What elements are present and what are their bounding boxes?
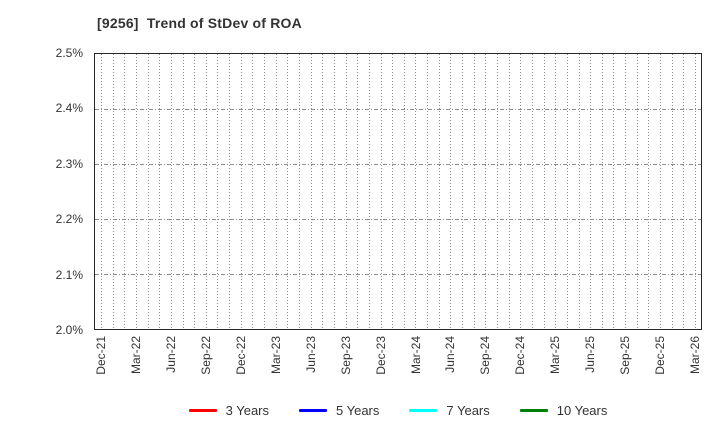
gridline-vertical: [287, 54, 289, 329]
gridline-vertical: [124, 54, 126, 329]
gridline-vertical: [555, 54, 557, 329]
gridline-horizontal: [95, 219, 701, 220]
y-tick-label: 2.0%: [55, 323, 83, 337]
gridline-vertical: [683, 54, 685, 329]
x-tick-label: Jun-22: [163, 336, 178, 373]
x-tick-label: Dec-24: [513, 336, 528, 375]
chart-title: [9256] Trend of StDev of ROA: [97, 15, 302, 31]
legend-item: 10 Years: [519, 402, 608, 418]
x-tick-label: Mar-26: [688, 336, 702, 375]
gridline-vertical: [275, 54, 277, 329]
legend-label: 7 Years: [446, 402, 490, 418]
gridline-vertical: [182, 54, 184, 329]
gridline-vertical: [264, 54, 266, 329]
gridline-vertical: [333, 54, 335, 329]
gridline-vertical: [520, 54, 522, 329]
gridline-vertical: [112, 54, 114, 329]
gridline-vertical: [240, 54, 242, 329]
gridline-vertical: [135, 54, 137, 329]
gridline-vertical: [438, 54, 440, 329]
y-axis-labels: 2.5% 2.4% 2.3% 2.2% 2.1% 2.0%: [0, 46, 88, 337]
gridline-vertical: [415, 54, 417, 329]
gridline-vertical: [403, 54, 405, 329]
gridline-vertical: [345, 54, 347, 329]
legend-item: 3 Years: [188, 402, 269, 418]
x-tick-label: Jun-25: [583, 336, 598, 373]
legend-line-swatch: [519, 408, 548, 412]
gridline-horizontal: [95, 109, 701, 110]
y-tick-label: 2.3%: [55, 156, 83, 171]
gridline-vertical: [613, 54, 615, 329]
y-tick-label: 2.1%: [55, 267, 83, 282]
y-tick-label: 2.2%: [55, 212, 83, 227]
gridline-vertical: [543, 54, 545, 329]
legend-item: 5 Years: [299, 403, 379, 418]
gridline-vertical: [462, 54, 464, 329]
x-tick-label: Sep-25: [618, 336, 633, 375]
gridline-vertical: [101, 54, 102, 329]
gridline-vertical: [368, 54, 370, 329]
x-tick-label: Sep-23: [338, 336, 353, 375]
legend-line-swatch: [299, 408, 327, 412]
legend-label: 5 Years: [336, 402, 380, 418]
legend-label: 3 Years: [225, 402, 269, 418]
gridline-vertical: [485, 54, 487, 329]
gridline-vertical: [147, 54, 149, 329]
gridline-vertical: [601, 54, 603, 329]
gridline-vertical: [217, 54, 219, 329]
gridline-vertical: [590, 54, 592, 329]
gridline-vertical: [205, 54, 207, 329]
gridline-vertical: [159, 54, 161, 329]
gridline-vertical: [648, 54, 650, 329]
gridline-vertical: [427, 54, 429, 329]
gridline-vertical: [450, 54, 452, 329]
legend: 3 Years 5 Years 7 Years 10 Years: [94, 399, 702, 421]
x-tick-label: Dec-25: [653, 336, 668, 375]
y-tick-label: 2.5%: [55, 46, 83, 60]
gridline-vertical: [636, 54, 638, 329]
gridline-vertical: [322, 54, 324, 329]
legend-line-swatch: [188, 408, 217, 412]
x-tick-label: Mar-22: [128, 336, 143, 375]
gridline-vertical: [625, 54, 627, 329]
legend-label: 10 Years: [556, 402, 608, 418]
y-tick-label: 2.4%: [55, 101, 83, 116]
gridline-vertical: [299, 54, 300, 329]
legend-item: 7 Years: [409, 402, 490, 418]
gridline-horizontal: [95, 164, 701, 165]
x-axis-labels: Dec-21 Mar-22 Jun-22 Sep-22 Dec-22 Mar-23 Jun-…: [94, 336, 702, 396]
x-tick-label: Jun-24: [443, 336, 458, 373]
gridline-vertical: [310, 54, 312, 329]
gridline-vertical: [566, 54, 568, 329]
gridline-vertical: [357, 54, 359, 329]
gridline-vertical: [497, 54, 498, 329]
gridline-vertical: [660, 54, 662, 329]
gridline-horizontal: [95, 274, 701, 275]
gridline-vertical: [380, 54, 382, 329]
gridline-vertical: [170, 54, 172, 329]
gridline-vertical: [252, 54, 254, 329]
x-tick-label: Dec-23: [373, 336, 388, 375]
gridline-vertical: [671, 54, 673, 329]
gridline-vertical: [194, 54, 196, 329]
plot-area: [94, 53, 702, 330]
gridline-vertical: [531, 54, 533, 329]
gridline-vertical: [392, 54, 394, 329]
gridline-vertical: [229, 54, 231, 329]
gridline-vertical: [695, 54, 696, 329]
gridline-vertical: [508, 54, 510, 329]
x-tick-label: Dec-21: [94, 336, 108, 375]
x-tick-label: Jun-23: [303, 336, 318, 373]
legend-line-swatch: [409, 408, 438, 412]
gridline-vertical: [578, 54, 580, 329]
x-tick-label: Mar-23: [268, 336, 283, 375]
x-tick-label: Sep-22: [198, 336, 213, 375]
x-tick-label: Mar-24: [408, 336, 423, 375]
gridline-vertical: [473, 54, 475, 329]
x-tick-label: Mar-25: [548, 336, 563, 375]
x-tick-label: Dec-22: [233, 336, 248, 375]
x-tick-label: Sep-24: [478, 336, 493, 375]
